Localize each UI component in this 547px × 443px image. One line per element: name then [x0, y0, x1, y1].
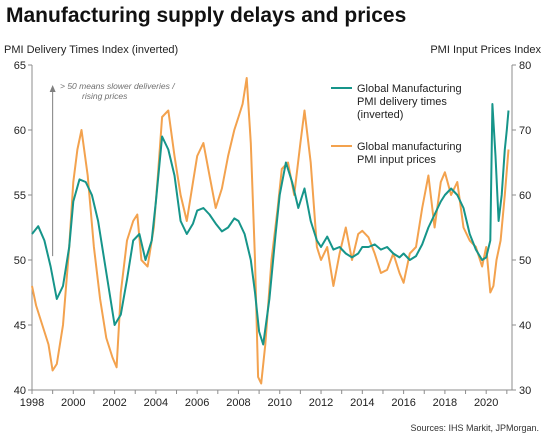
legend-label: Global Manufacturing — [357, 83, 462, 95]
right-tick-label: 40 — [519, 320, 531, 332]
left-tick-label: 60 — [14, 125, 26, 137]
x-tick-label: 2018 — [433, 397, 457, 409]
right-tick-label: 60 — [519, 190, 531, 202]
x-tick-label: 2008 — [226, 397, 250, 409]
left-tick-label: 65 — [14, 60, 26, 72]
left-tick-label: 40 — [14, 385, 26, 397]
annotation-arrow-head — [49, 85, 56, 92]
x-tick-label: 2014 — [350, 397, 374, 409]
x-tick-label: 2010 — [267, 397, 291, 409]
right-tick-label: 50 — [519, 255, 531, 267]
legend-label: PMI delivery times — [357, 96, 447, 108]
x-tick-label: 2000 — [61, 397, 85, 409]
left-axis-title: PMI Delivery Times Index (inverted) — [4, 44, 179, 56]
x-tick-label: 2012 — [309, 397, 333, 409]
right-tick-label: 70 — [519, 125, 531, 137]
left-tick-label: 55 — [14, 190, 26, 202]
legend-label: (inverted) — [357, 109, 403, 121]
right-axis-title: PMI Input Prices Index — [430, 44, 541, 56]
annotation-text: rising prices — [82, 91, 128, 101]
chart-title: Manufacturing supply delays and prices — [6, 4, 407, 27]
legend-label: PMI input prices — [357, 154, 436, 166]
x-tick-label: 2002 — [102, 397, 126, 409]
legend-label: Global manufacturing — [357, 141, 462, 153]
left-tick-label: 45 — [14, 320, 26, 332]
x-tick-label: 1998 — [20, 397, 44, 409]
delivery-times-series-line — [31, 103, 510, 346]
input-prices-series-line — [31, 77, 510, 385]
source-note: Sources: IHS Markit, JPMorgan. — [410, 423, 539, 433]
x-tick-label: 2004 — [144, 397, 168, 409]
right-tick-label: 30 — [519, 385, 531, 397]
right-tick-label: 80 — [519, 60, 531, 72]
annotation-text: > 50 means slower deliveries / — [60, 81, 176, 91]
x-tick-label: 2020 — [474, 397, 498, 409]
left-tick-label: 50 — [14, 255, 26, 267]
x-tick-label: 2006 — [185, 397, 209, 409]
x-tick-label: 2016 — [391, 397, 415, 409]
